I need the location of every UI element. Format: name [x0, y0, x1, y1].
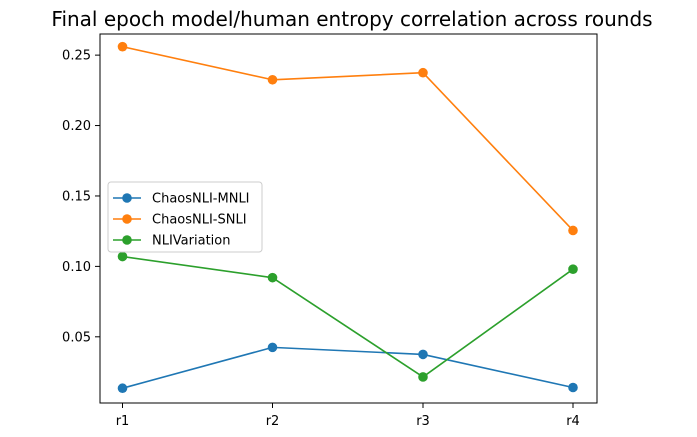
y-tick-label: 0.05: [62, 330, 91, 345]
data-point-nlivariation: [418, 372, 428, 382]
series-line-chaosnli-mnli: [122, 346, 574, 389]
series-line-chaosnli-snli: [122, 45, 574, 232]
series-layer: [117, 41, 578, 394]
y-tick-label: 0.20: [62, 119, 91, 134]
data-point-chaosnli-snli: [418, 67, 428, 78]
plot-area: [99, 33, 598, 404]
series-chaosnli-mnli: [117, 342, 578, 394]
y-tick-label: 0.15: [62, 189, 91, 204]
data-point-nlivariation: [267, 272, 278, 283]
legend: ChaosNLI-MNLI ChaosNLI-SNLI NLIVariation: [107, 181, 263, 253]
x-tick-label: r4: [566, 414, 580, 429]
data-point-chaosnli-snli: [267, 74, 278, 85]
legend-box: [107, 181, 263, 253]
data-point-nlivariation: [568, 264, 578, 275]
y-tick-label: 0.10: [62, 260, 91, 275]
data-point-nlivariation: [117, 251, 128, 262]
legend-marker-chaosnli-mnli: [122, 193, 132, 203]
x-tick-label: r1: [116, 414, 130, 429]
legend-marker-nlivariation: [122, 235, 132, 245]
chart-title: Final epoch model/human entropy correlat…: [51, 7, 652, 31]
y-tick-label: 0.25: [62, 49, 91, 64]
data-point-chaosnli-snli: [117, 41, 128, 52]
axes-frame: [99, 33, 598, 404]
x-tick-label: r3: [416, 414, 430, 429]
series-chaosnli-snli: [117, 41, 578, 236]
data-point-chaosnli-mnli: [568, 382, 578, 393]
series-line-nlivariation: [122, 255, 574, 378]
y-axis: 0.05 0.10 0.15 0.20 0.25: [62, 49, 100, 345]
legend-label-chaosnli-mnli: ChaosNLI-MNLI: [152, 192, 250, 207]
data-point-chaosnli-mnli: [418, 349, 428, 360]
legend-label-chaosnli-snli: ChaosNLI-SNLI: [152, 213, 247, 228]
data-point-chaosnli-snli: [568, 225, 578, 236]
x-tick-label: r2: [266, 414, 280, 429]
legend-label-nlivariation: NLIVariation: [152, 234, 230, 249]
legend-marker-chaosnli-snli: [122, 214, 132, 224]
series-nlivariation: [117, 251, 578, 382]
x-axis: r1 r2 r3 r4: [116, 403, 580, 429]
data-point-chaosnli-mnli: [117, 383, 128, 394]
data-point-chaosnli-mnli: [267, 342, 278, 353]
